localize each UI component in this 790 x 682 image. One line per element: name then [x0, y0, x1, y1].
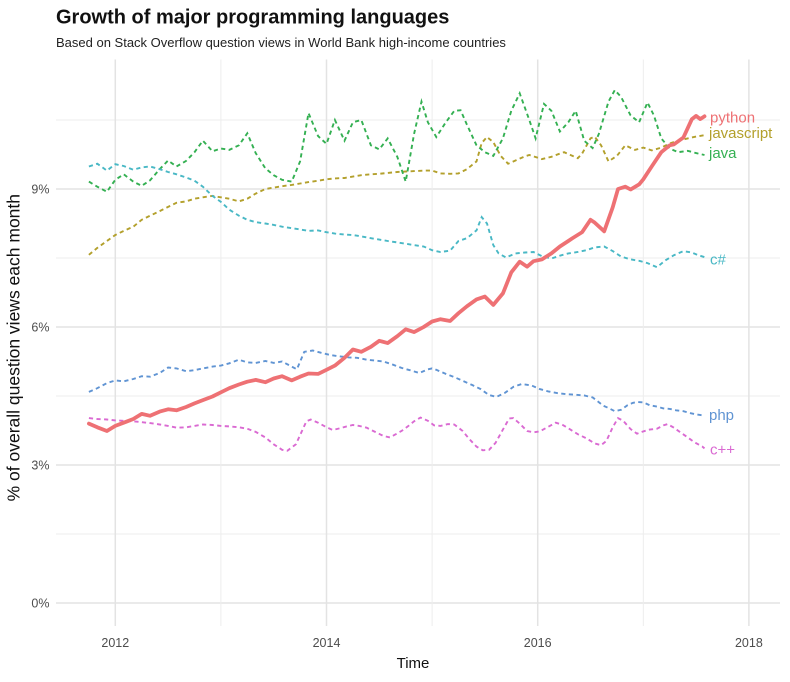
svg-text:0%: 0% — [31, 597, 49, 611]
svg-text:% of overall question views ea: % of overall question views each month — [4, 194, 24, 501]
svg-text:6%: 6% — [31, 321, 49, 335]
svg-text:php: php — [709, 407, 734, 424]
svg-text:9%: 9% — [31, 183, 49, 197]
svg-text:2012: 2012 — [101, 636, 129, 650]
svg-text:java: java — [708, 145, 737, 162]
svg-text:javascript: javascript — [708, 125, 773, 142]
svg-text:Growth of major programming la: Growth of major programming languages — [56, 7, 449, 29]
svg-text:python: python — [710, 110, 755, 127]
svg-text:c++: c++ — [710, 442, 735, 459]
svg-text:Time: Time — [397, 655, 430, 672]
svg-text:2018: 2018 — [735, 636, 763, 650]
svg-text:2014: 2014 — [313, 636, 341, 650]
svg-text:2016: 2016 — [524, 636, 552, 650]
svg-text:3%: 3% — [31, 459, 49, 473]
svg-text:Based on Stack Overflow questi: Based on Stack Overflow question views i… — [56, 35, 506, 50]
svg-text:c#: c# — [710, 252, 727, 269]
